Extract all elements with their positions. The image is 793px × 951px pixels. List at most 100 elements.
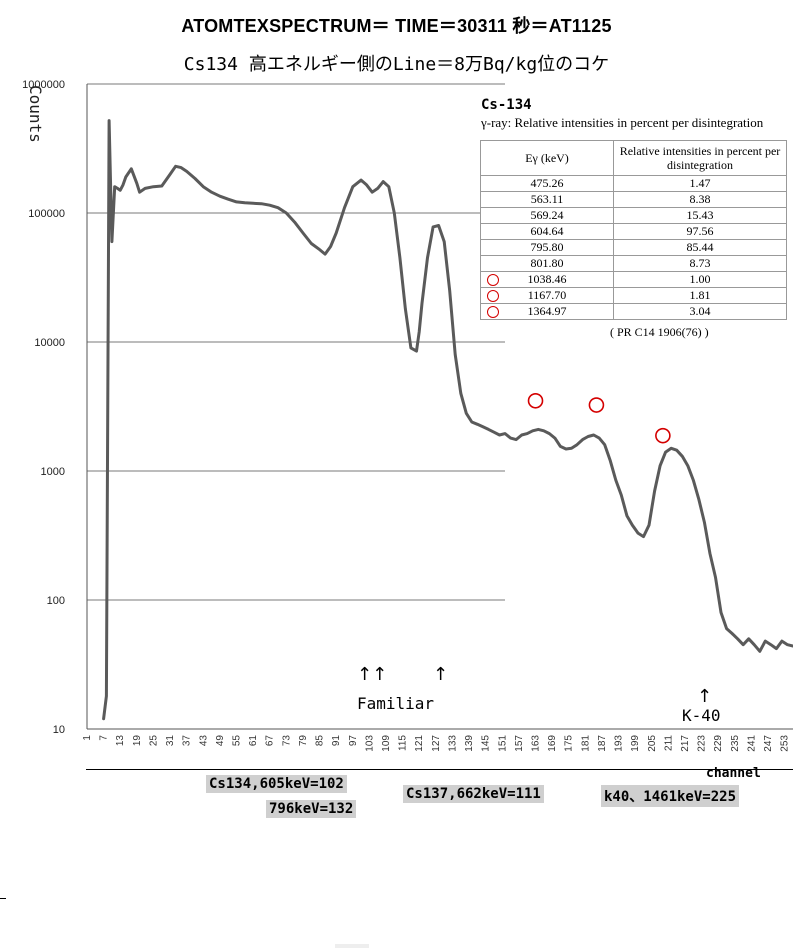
energy-value: 1364.97	[527, 304, 567, 318]
reference-row: 604.64 97.56	[480, 223, 787, 240]
reference-caption: γ-ray: Relative intensities in percent p…	[481, 115, 764, 130]
intensity-cell: 1.47	[613, 175, 787, 192]
x-tick-label: 223	[697, 735, 708, 752]
energy-cell: 801.80	[480, 255, 614, 272]
energy-cell: 604.64	[480, 223, 614, 240]
x-tick-label: 37	[182, 735, 193, 747]
x-tick-label: 133	[447, 735, 458, 752]
x-tick-label: 25	[148, 735, 159, 747]
energy-value: 475.26	[530, 176, 564, 190]
reference-row: 1364.97 3.04	[480, 303, 787, 320]
grid-lines	[87, 83, 505, 601]
intensity-cell: 3.04	[613, 303, 787, 320]
marked-circle-icon	[487, 306, 499, 318]
intensity-cell: 1.00	[613, 271, 787, 288]
energy-cell: 569.24	[480, 207, 614, 224]
x-tick-label: 217	[680, 735, 691, 752]
x-tick-label: 235	[730, 735, 741, 752]
familiar-arrows: ↑↑	[357, 664, 388, 685]
x-tick-label: 109	[381, 735, 392, 752]
reference-row: 569.24 15.43	[480, 207, 787, 224]
y-tick-label: 10000	[34, 337, 65, 349]
x-tick-label: 145	[481, 735, 492, 752]
x-tick-label: 199	[630, 735, 641, 752]
energy-value: 795.80	[530, 240, 564, 254]
x-tick-label: 103	[364, 735, 375, 752]
peak-marker-circle	[655, 427, 671, 444]
k40-arrow: ↑	[697, 686, 713, 707]
x-tick-label: 19	[132, 735, 143, 747]
reference-row: 1038.46 1.00	[480, 271, 787, 288]
x-tick-label: 193	[614, 735, 625, 752]
axes	[86, 84, 793, 730]
energy-cell: 1364.97	[480, 303, 614, 320]
reference-row: 475.26 1.47	[480, 175, 787, 192]
y-tick-label: 100	[47, 595, 65, 607]
y-tick-label: 1000	[41, 466, 65, 478]
reference-source: ( PR C14 1906(76) )	[610, 325, 709, 339]
series-layer	[102, 119, 793, 721]
bottom-rule	[86, 769, 793, 770]
intensity-cell: 15.43	[613, 207, 787, 224]
energy-value: 563.11	[530, 192, 564, 206]
y-tick-label: 1000000	[22, 79, 65, 91]
marked-circle-icon	[487, 274, 499, 286]
energy-value: 1038.46	[527, 272, 567, 286]
x-tick-label: 187	[597, 735, 608, 752]
x-tick-label: 157	[514, 735, 525, 752]
intensity-cell: 8.73	[613, 255, 787, 272]
x-tick-label: 139	[464, 735, 475, 752]
energy-cell: 1167.70	[480, 287, 614, 304]
x-tick-label: 79	[298, 735, 309, 747]
peak-marker-circle	[588, 397, 605, 413]
familiar-arrow-single: ↑	[433, 664, 449, 685]
margin-mark	[0, 898, 6, 899]
energy-value: 569.24	[530, 208, 564, 222]
x-tick-label: 97	[348, 735, 359, 747]
peak-markers	[527, 392, 671, 444]
reference-header-row: Eγ (keV) Relative intensities in percent…	[480, 140, 787, 176]
x-tick-labels: 1 7 13 19 25 31 37 43 49 55 61 67 73 79 85 91 97 103 109 11…	[82, 735, 791, 752]
y-tick-label: 10	[53, 724, 65, 736]
x-tick-label: 73	[281, 735, 292, 747]
x-axis-label: channel	[706, 766, 761, 781]
header-energy: Eγ (keV)	[480, 140, 614, 176]
y-tick-label: 100000	[28, 208, 65, 220]
x-tick-label: 1	[82, 735, 93, 741]
calibration-cs137: Cs137,662keV=111	[403, 785, 544, 803]
x-tick-label: 127	[431, 735, 442, 752]
spectrum-chart: 10 100 1000 10000 100000 1000000 1 7 13 19 25 31 37…	[22, 79, 793, 752]
x-tick-label: 163	[531, 735, 542, 752]
chart-subtitle: Cs134 高エネルギー側のLine＝8万Bq/kg位のコケ	[183, 54, 610, 75]
marked-circle-icon	[487, 290, 499, 302]
x-tick-label: 151	[497, 735, 508, 752]
reference-isotope: Cs-134	[481, 97, 532, 113]
x-tick-label: 85	[315, 735, 326, 747]
calibration-cs134-796: 796keV=132	[266, 800, 357, 818]
energy-cell: 563.11	[480, 191, 614, 208]
peak-marker-circle	[527, 392, 544, 409]
x-tick-label: 7	[99, 735, 110, 741]
familiar-label: Familiar	[357, 694, 435, 713]
x-tick-label: 115	[398, 735, 409, 751]
x-tick-label: 91	[331, 735, 342, 747]
x-tick-label: 253	[780, 735, 791, 752]
x-tick-label: 229	[713, 735, 724, 752]
x-tick-label: 211	[663, 735, 674, 751]
x-tick-label: 175	[564, 735, 575, 752]
x-tick-label: 121	[414, 735, 425, 752]
y-axis-label: Counts	[26, 85, 45, 143]
x-tick-label: 169	[547, 735, 558, 752]
reference-table: Eγ (keV) Relative intensities in percent…	[480, 140, 787, 320]
x-tick-label: 49	[215, 735, 226, 747]
x-tick-label: 181	[580, 735, 591, 752]
x-tick-label: 61	[248, 735, 259, 747]
reference-row: 563.11 8.38	[480, 191, 787, 208]
y-tick-labels: 10 100 1000 10000 100000 1000000	[22, 79, 65, 736]
scan-artifact	[335, 944, 369, 948]
x-tick-label: 241	[746, 735, 757, 752]
energy-cell: 1038.46	[480, 271, 614, 288]
x-tick-label: 13	[115, 735, 126, 747]
x-tick-label: 55	[232, 735, 243, 747]
x-tick-label: 43	[198, 735, 209, 747]
